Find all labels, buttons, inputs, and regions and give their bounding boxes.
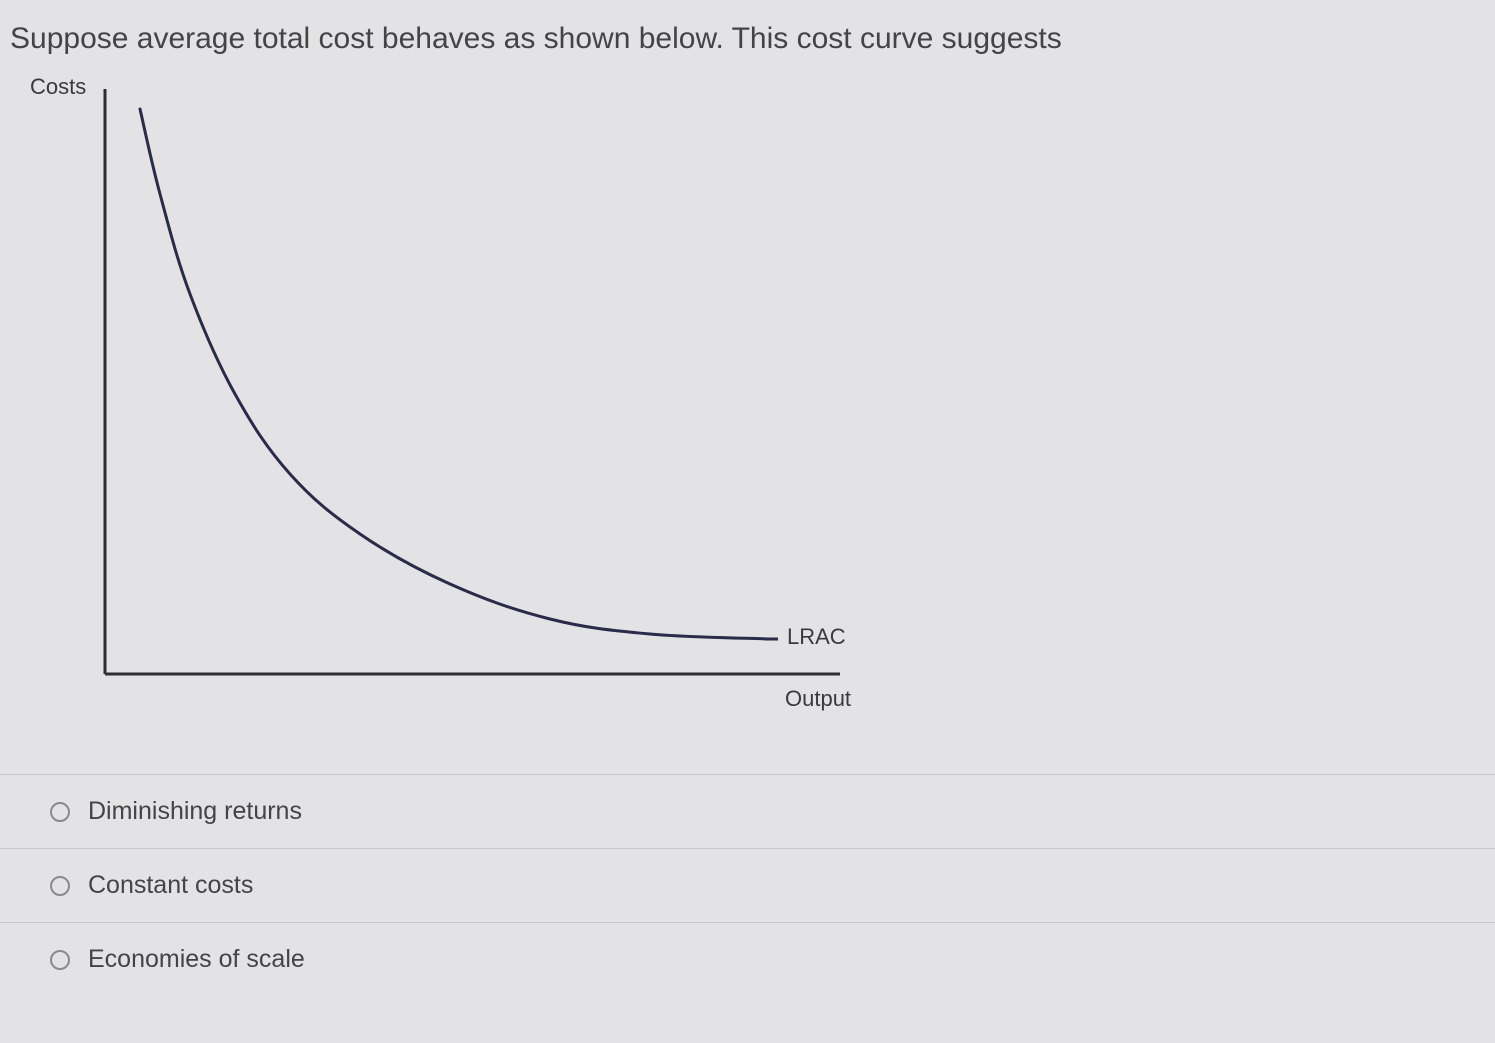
radio-icon — [50, 802, 70, 822]
question-text: Suppose average total cost behaves as sh… — [0, 0, 1495, 56]
option-constant-costs[interactable]: Constant costs — [0, 848, 1495, 922]
quiz-question-page: Suppose average total cost behaves as sh… — [0, 0, 1495, 1043]
x-axis-label: Output — [785, 686, 851, 712]
option-economies-of-scale[interactable]: Economies of scale — [0, 922, 1495, 996]
cost-curve-chart: Costs LRAC Output — [30, 74, 930, 734]
radio-icon — [50, 876, 70, 896]
option-diminishing-returns[interactable]: Diminishing returns — [0, 774, 1495, 848]
option-label: Diminishing returns — [88, 797, 302, 826]
option-label: Economies of scale — [88, 945, 305, 974]
curve-label: LRAC — [787, 624, 846, 650]
answer-options: Diminishing returns Constant costs Econo… — [0, 774, 1495, 996]
option-label: Constant costs — [88, 871, 253, 900]
radio-icon — [50, 950, 70, 970]
